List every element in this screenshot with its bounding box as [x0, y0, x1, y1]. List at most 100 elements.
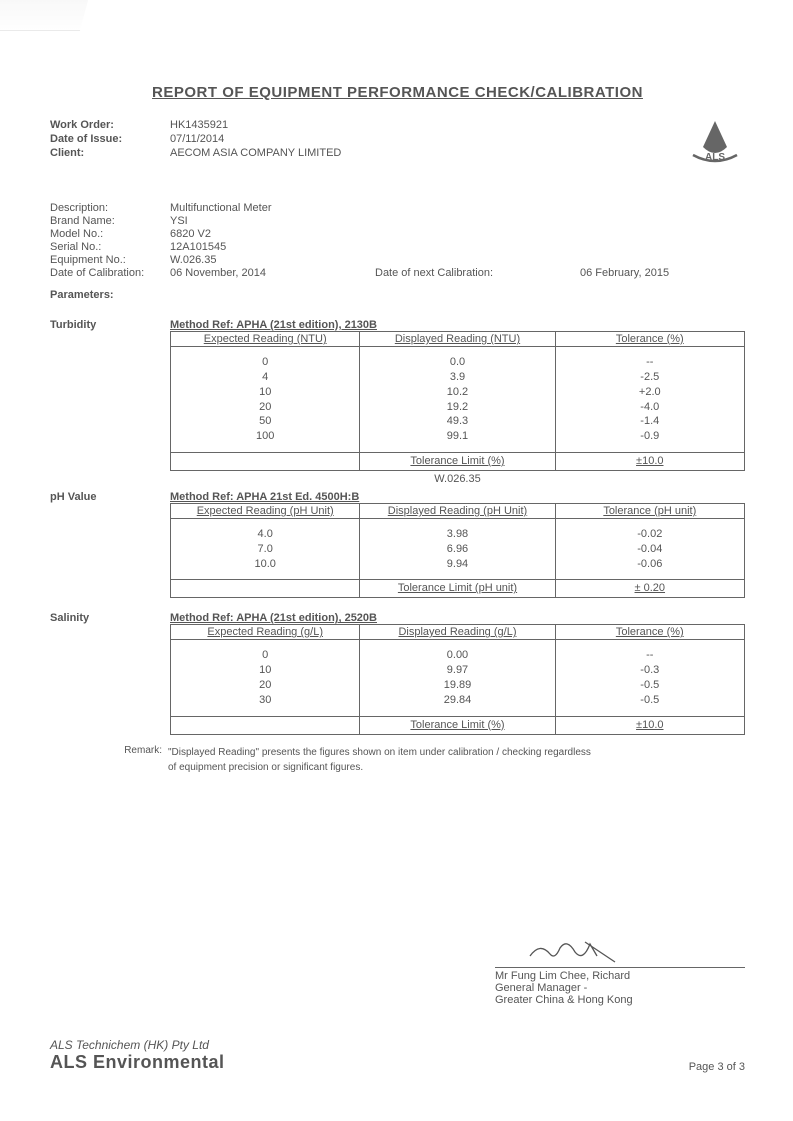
- brand-value: YSI: [170, 215, 188, 227]
- date-issue-label: Date of Issue:: [50, 133, 170, 145]
- ph-section: pH Value Method Ref: APHA 21st Ed. 4500H…: [50, 491, 745, 598]
- table-cell: --: [555, 347, 744, 370]
- client-value: AECOM ASIA COMPANY LIMITED: [170, 147, 341, 159]
- page-container: REPORT OF EQUIPMENT PERFORMANCE CHECK/CA…: [0, 0, 793, 1121]
- work-order-label: Work Order:: [50, 119, 170, 131]
- turbidity-limit-val: ±10.0: [555, 453, 744, 471]
- table-cell: 10: [171, 663, 360, 678]
- header-kv: Work Order: HK1435921 Date of Issue: 07/…: [50, 119, 341, 168]
- serial-label: Serial No.:: [50, 241, 170, 253]
- table-cell: 9.94: [360, 557, 555, 580]
- table-cell: 99.1: [360, 429, 555, 452]
- equip-label: Equipment No.:: [50, 254, 170, 266]
- table-cell: 10.2: [360, 385, 555, 400]
- remark-text: "Displayed Reading" presents the figures…: [168, 745, 745, 775]
- salinity-limit-val: ±10.0: [555, 716, 744, 734]
- table-cell: 7.0: [171, 542, 360, 557]
- turbidity-section: Turbidity Method Ref: APHA (21st edition…: [50, 319, 745, 485]
- als-logo: ALS: [685, 119, 745, 168]
- serial-value: 12A101545: [170, 241, 226, 253]
- parameters-label: Parameters:: [50, 289, 745, 301]
- report-title: REPORT OF EQUIPMENT PERFORMANCE CHECK/CA…: [50, 84, 745, 101]
- table-cell: -0.5: [555, 678, 744, 693]
- equip-value: W.026.35: [170, 254, 216, 266]
- remark-line2: of equipment precision or significant fi…: [168, 762, 363, 773]
- brand-name: ALS Environmental: [50, 1052, 745, 1073]
- table-cell: 30: [171, 693, 360, 716]
- model-value: 6820 V2: [170, 228, 211, 240]
- table-cell: 29.84: [360, 693, 555, 716]
- salinity-method: Method Ref: APHA (21st edition), 2520B: [170, 612, 745, 624]
- table-cell: 0.00: [360, 640, 555, 663]
- table-cell: 10.0: [171, 557, 360, 580]
- table-cell: 3.98: [360, 518, 555, 541]
- ph-limit-label: Tolerance Limit (pH unit): [360, 580, 555, 598]
- salinity-table: Expected Reading (g/L) Displayed Reading…: [170, 624, 745, 734]
- salinity-col2: Displayed Reading (g/L): [360, 625, 555, 640]
- salinity-col1: Expected Reading (g/L): [171, 625, 360, 640]
- table-cell: --: [555, 640, 744, 663]
- ph-name: pH Value: [50, 491, 170, 598]
- signature-icon: [525, 934, 645, 964]
- table-cell: -1.4: [555, 414, 744, 429]
- model-label: Model No.:: [50, 228, 170, 240]
- brand-label: Brand Name:: [50, 215, 170, 227]
- limit-blank: [171, 580, 360, 598]
- table-cell: 0.0: [360, 347, 555, 370]
- table-cell: -4.0: [555, 400, 744, 415]
- table-cell: 0: [171, 347, 360, 370]
- signature-block: Mr Fung Lim Chee, Richard General Manage…: [495, 934, 745, 1006]
- salinity-limit-label: Tolerance Limit (%): [360, 716, 555, 734]
- table-cell: -0.3: [555, 663, 744, 678]
- signatory-name: Mr Fung Lim Chee, Richard: [495, 970, 745, 982]
- turbidity-col1: Expected Reading (NTU): [171, 332, 360, 347]
- limit-blank: [171, 716, 360, 734]
- salinity-col3: Tolerance (%): [555, 625, 744, 640]
- page-number: Page 3 of 3: [689, 1061, 745, 1073]
- limit-blank: [171, 453, 360, 471]
- table-cell: 10: [171, 385, 360, 400]
- table-cell: 50: [171, 414, 360, 429]
- ph-limit-val: ± 0.20: [555, 580, 744, 598]
- turbidity-col3: Tolerance (%): [555, 332, 744, 347]
- company-name: ALS Technichem (HK) Pty Ltd: [50, 1038, 745, 1052]
- table-cell: 19.2: [360, 400, 555, 415]
- remark-label: Remark:: [50, 745, 168, 775]
- remark-line1: "Displayed Reading" presents the figures…: [168, 747, 591, 758]
- table-cell: -0.9: [555, 429, 744, 452]
- turbidity-table: Expected Reading (NTU) Displayed Reading…: [170, 331, 745, 471]
- table-cell: 9.97: [360, 663, 555, 678]
- table-cell: 19.89: [360, 678, 555, 693]
- date-issue-value: 07/11/2014: [170, 133, 224, 145]
- turbidity-name: Turbidity: [50, 319, 170, 485]
- next-cal-value: 06 February, 2015: [580, 267, 669, 279]
- turbidity-method: Method Ref: APHA (21st edition), 2130B: [170, 319, 745, 331]
- equip-mid-label: W.026.35: [170, 473, 745, 485]
- table-cell: -0.04: [555, 542, 744, 557]
- table-cell: 20: [171, 400, 360, 415]
- table-cell: 20: [171, 678, 360, 693]
- cal-date-label: Date of Calibration:: [50, 267, 170, 279]
- ph-table: Expected Reading (pH Unit) Displayed Rea…: [170, 503, 745, 598]
- table-cell: 49.3: [360, 414, 555, 429]
- table-cell: +2.0: [555, 385, 744, 400]
- table-cell: 6.96: [360, 542, 555, 557]
- header-block: Work Order: HK1435921 Date of Issue: 07/…: [50, 119, 745, 168]
- turbidity-col2: Displayed Reading (NTU): [360, 332, 555, 347]
- turbidity-limit-label: Tolerance Limit (%): [360, 453, 555, 471]
- svg-text:ALS: ALS: [705, 152, 725, 163]
- signature-line: [495, 967, 745, 968]
- desc-value: Multifunctional Meter: [170, 202, 272, 214]
- client-label: Client:: [50, 147, 170, 159]
- description-block: Description:Multifunctional Meter Brand …: [50, 202, 745, 279]
- work-order-value: HK1435921: [170, 119, 228, 131]
- salinity-name: Salinity: [50, 612, 170, 734]
- table-cell: -0.02: [555, 518, 744, 541]
- ph-method: Method Ref: APHA 21st Ed. 4500H:B: [170, 491, 745, 503]
- ph-col2: Displayed Reading (pH Unit): [360, 503, 555, 518]
- table-cell: -0.06: [555, 557, 744, 580]
- table-cell: 3.9: [360, 370, 555, 385]
- remark-block: Remark: "Displayed Reading" presents the…: [50, 745, 745, 775]
- table-cell: 4: [171, 370, 360, 385]
- table-cell: 4.0: [171, 518, 360, 541]
